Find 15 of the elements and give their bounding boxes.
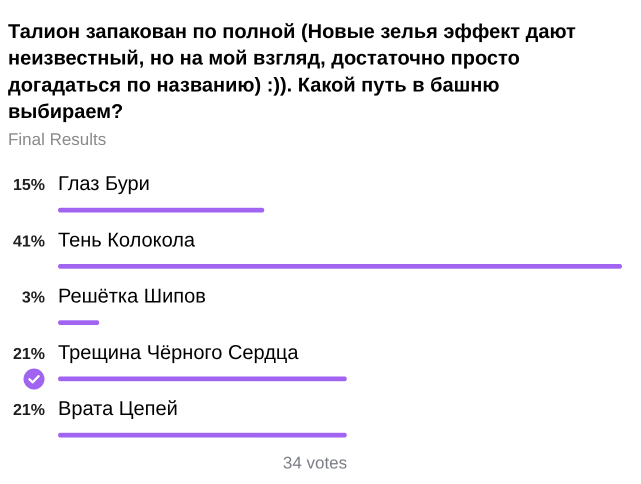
y-tick-label: Глаз Бури [58, 173, 150, 196]
y-tick-label: Врата Цепей [58, 398, 178, 420]
y-tick-label: Трещина Чёрного Сердца [58, 342, 300, 364]
y-tick-label: Тень Колокола [58, 229, 196, 252]
bar [58, 432, 347, 438]
chart-title: Талион запакован по полной (Новые зелья эффект дают неизвестный, но на мой взгляд, достаточно просто догадаться по названию) :)). Какой путь в башню выбираем? [8, 20, 576, 123]
bar [58, 264, 622, 269]
data-label: 3% [22, 290, 45, 307]
data-label: 41% [12, 233, 45, 250]
data-label: 15% [12, 177, 45, 194]
data-label: 21% [12, 346, 45, 363]
y-tick-label: Решётка Шипов [58, 286, 206, 308]
text: 34 votes [282, 453, 348, 472]
chart-subtitle: Final Results [8, 130, 106, 149]
data-label: 21% [12, 402, 45, 420]
